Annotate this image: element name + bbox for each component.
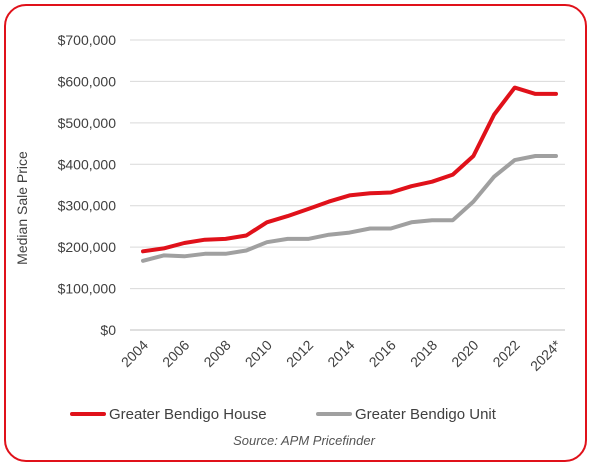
y-tick-label: $700,000 [58, 32, 117, 48]
legend: Greater Bendigo House Greater Bendigo Uni… [70, 406, 497, 423]
series-lines [141, 85, 558, 263]
x-tick-label: 2020 [448, 337, 481, 370]
series-line-house [141, 85, 558, 254]
y-tick-label: $600,000 [58, 73, 117, 89]
source-note: Source: APM Pricefinder [233, 433, 376, 448]
y-tick-label: $400,000 [58, 156, 117, 172]
y-axis-label: Median Sale Price [14, 151, 30, 265]
legend-label: Greater Bendigo House [109, 406, 267, 423]
y-tick-label: $200,000 [58, 239, 117, 255]
chart-frame [4, 4, 587, 462]
x-tick-label: 2022 [489, 337, 522, 370]
x-tick-label: 2010 [242, 337, 275, 370]
legend-label: Greater Bendigo Unit [355, 406, 497, 423]
y-tick-label: $500,000 [58, 115, 117, 131]
gridlines [130, 39, 565, 331]
x-tick-label: 2006 [159, 337, 192, 370]
x-tick-label: 2014 [324, 337, 357, 370]
x-axis-ticks: 2004 2006 2008 2010 2012 2014 2016 2018 2020 2022… [118, 336, 565, 374]
series-line-unit [141, 154, 558, 263]
x-tick-label: 2018 [407, 337, 440, 370]
x-tick-label: 2024* [527, 336, 565, 374]
y-axis-ticks: $0 $100,000 $200,000 $300,000 $400,000 $500,0… [58, 32, 117, 338]
y-tick-label: $0 [100, 322, 116, 338]
x-tick-label: 2016 [366, 337, 399, 370]
y-tick-label: $100,000 [58, 281, 117, 297]
x-tick-label: 2008 [200, 337, 233, 370]
y-tick-label: $300,000 [58, 198, 117, 214]
x-tick-label: 2004 [118, 337, 151, 370]
x-tick-label: 2012 [283, 337, 316, 370]
